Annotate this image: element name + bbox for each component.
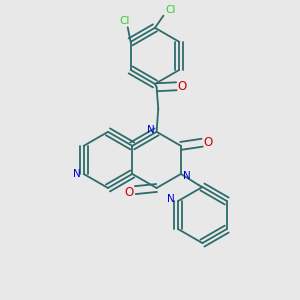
Text: N: N: [183, 171, 191, 181]
Text: N: N: [167, 194, 175, 204]
Text: O: O: [178, 80, 187, 93]
Text: O: O: [203, 136, 213, 149]
Text: N: N: [73, 169, 80, 179]
Text: Cl: Cl: [165, 5, 175, 15]
Text: Cl: Cl: [119, 16, 130, 26]
Text: O: O: [125, 186, 134, 199]
Text: N: N: [147, 125, 154, 135]
